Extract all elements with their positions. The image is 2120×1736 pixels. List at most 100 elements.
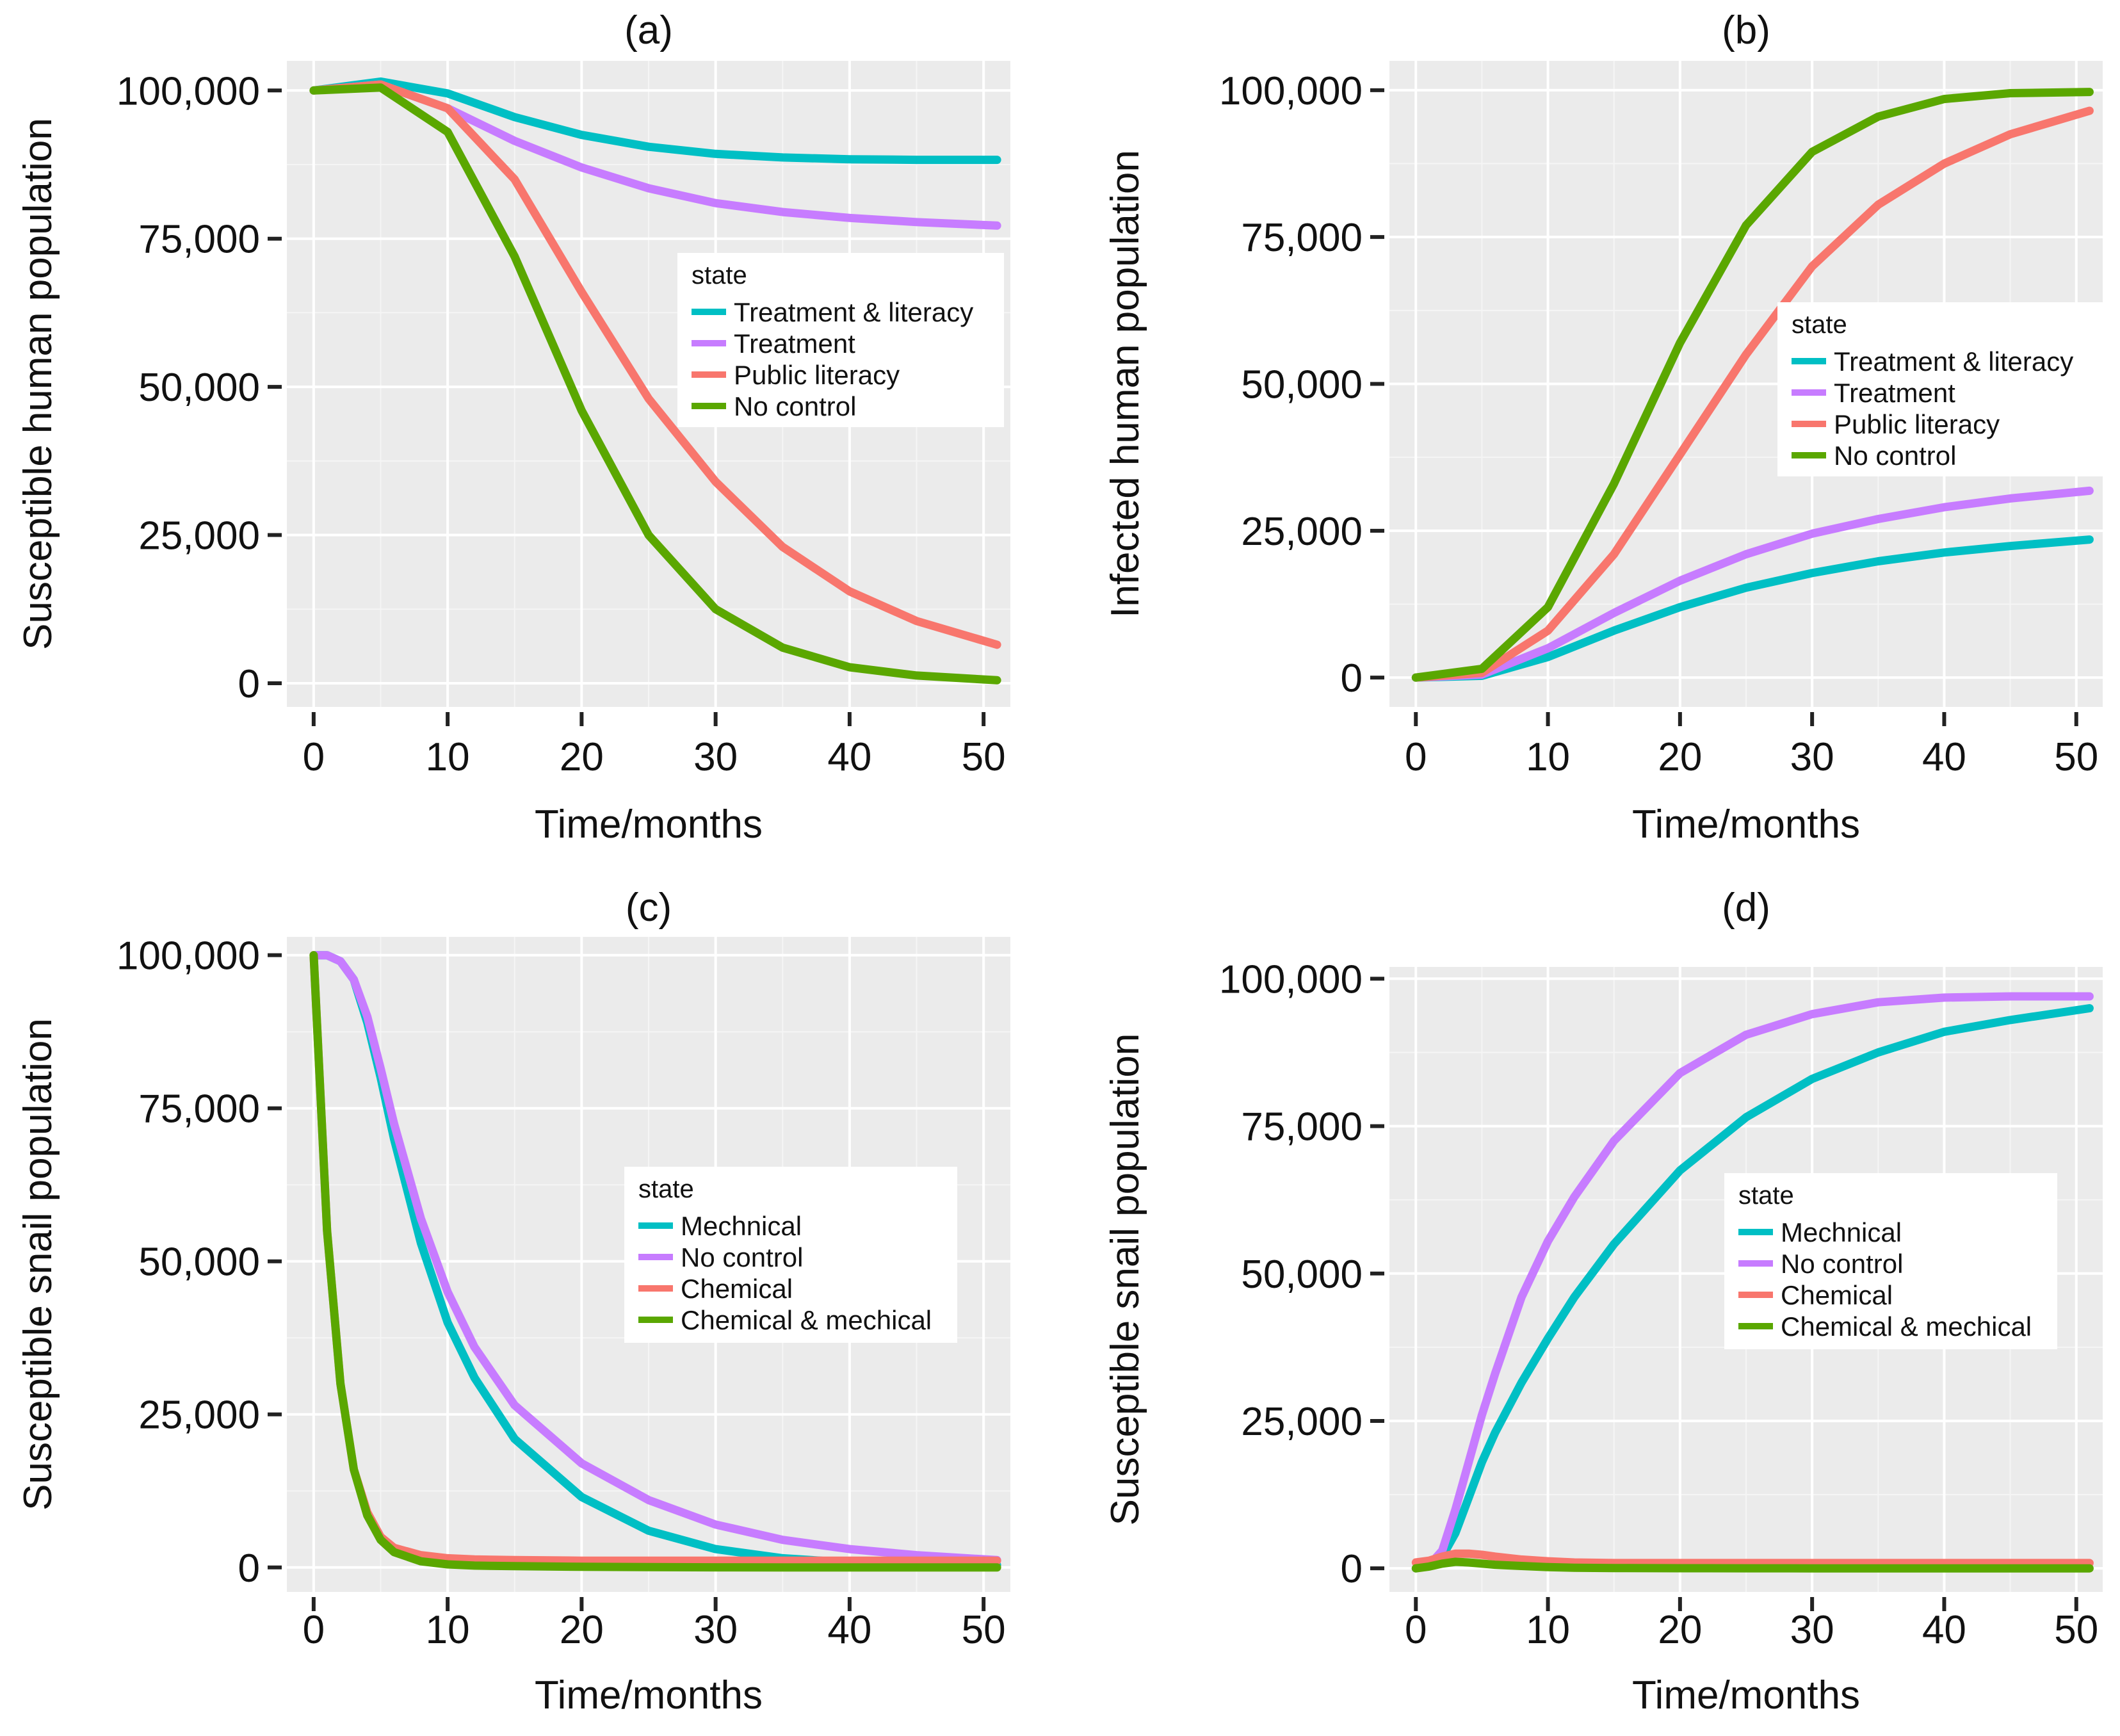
y-tick-label: 75,000 [1241, 216, 1363, 260]
series-line-no-control [1411, 992, 2094, 1573]
legend-item-label: No control [681, 1242, 803, 1272]
panel-title: (b) [1722, 8, 1770, 53]
x-tick-label: 30 [1790, 1608, 1834, 1652]
legend-item-label: No control [1834, 441, 1956, 471]
y-tick-label: 25,000 [138, 1393, 260, 1438]
series-line-chemical-mechical [1411, 1557, 2094, 1573]
y-tick-label: 75,000 [138, 1087, 260, 1132]
series-line-public-literacy [309, 80, 1001, 649]
y-tick-label: 0 [1341, 656, 1363, 701]
legend-item-label: Public literacy [1834, 409, 2000, 439]
x-axis-title: Time/months [535, 802, 763, 847]
y-tick-label: 0 [238, 1546, 260, 1591]
series-line-chemical [1411, 1549, 2094, 1568]
legend-box [1724, 1173, 2057, 1349]
x-tick-label: 30 [1790, 735, 1834, 779]
legend: state Treatment & literacyTreatmentPublic… [677, 253, 1004, 427]
y-axis-title: Susceptible snail population [16, 1018, 60, 1511]
x-tick-label: 20 [1658, 735, 1702, 779]
legend-item-label: Mechnical [1781, 1217, 1902, 1247]
legend-item-label: Chemical & mechical [1781, 1311, 2032, 1342]
legend-item-label: Treatment & literacy [1834, 346, 2073, 377]
legend-item-label: No control [1781, 1249, 1903, 1279]
series-line-treatment-literacy [1411, 535, 2094, 682]
y-tick-label: 50,000 [1241, 363, 1363, 407]
legend-title: state [1792, 311, 1847, 339]
y-axis-title: Susceptible human population [16, 118, 60, 650]
legend-box [624, 1167, 957, 1343]
legend-title: state [1738, 1181, 1794, 1210]
series-line-treatment-literacy [309, 77, 1001, 165]
legend-item-label: No control [734, 391, 856, 421]
series-line-no-control [309, 83, 1001, 685]
y-tick-label: 0 [1341, 1547, 1363, 1591]
y-tick-label: 25,000 [138, 514, 260, 558]
legend-item-label: Public literacy [734, 360, 900, 390]
x-tick-label: 20 [560, 1608, 604, 1652]
y-tick-label: 0 [238, 662, 260, 706]
y-tick-label: 25,000 [1241, 1400, 1363, 1444]
legend-item-label: Mechnical [681, 1211, 802, 1241]
x-tick-label: 50 [2054, 1608, 2098, 1652]
x-tick-label: 50 [2054, 735, 2098, 779]
x-tick-label: 20 [1658, 1608, 1702, 1652]
series-line-no-control [1411, 88, 2094, 682]
y-tick-label: 100,000 [117, 69, 260, 113]
x-tick-label: 10 [426, 1608, 470, 1652]
y-tick-label: 50,000 [1241, 1253, 1363, 1297]
legend-item-label: Treatment & literacy [734, 297, 973, 327]
x-tick-label: 50 [962, 1608, 1006, 1652]
y-axis-title: Infected human population [1103, 150, 1147, 618]
legend-item-label: Chemical & mechical [681, 1305, 932, 1335]
x-axis-title: Time/months [1632, 1673, 1860, 1717]
x-tick-label: 0 [303, 735, 325, 779]
legend-title: state [638, 1175, 694, 1203]
x-tick-label: 40 [1922, 1608, 1966, 1652]
legend-box [1777, 302, 2104, 476]
x-tick-label: 30 [693, 735, 738, 779]
x-tick-label: 0 [1405, 1608, 1427, 1652]
y-tick-label: 50,000 [138, 366, 260, 410]
y-tick-label: 100,000 [117, 934, 260, 978]
chart-panel-3: 0 10 20 30 40 50 0 25,000 50,000 75,000 100,000 (c)… [16, 886, 1010, 1717]
x-tick-label: 40 [1922, 735, 1966, 779]
y-tick-label: 75,000 [138, 218, 260, 262]
series-line-mechnical [1411, 1004, 2094, 1573]
y-tick-label: 100,000 [1219, 69, 1363, 113]
x-axis-title: Time/months [1632, 802, 1860, 847]
series-line-public-literacy [1411, 106, 2094, 682]
chart-panel-4: 0 10 20 30 40 50 0 25,000 50,000 75,000 100,000 (d)… [1103, 886, 2103, 1717]
x-tick-label: 10 [1526, 735, 1570, 779]
chart-panel-2: 0 10 20 30 40 50 0 25,000 50,000 75,000 100,000 (b)… [1103, 8, 2104, 847]
series-line-chemical-mechical [309, 951, 1001, 1572]
x-axis-title: Time/months [535, 1673, 763, 1717]
panel-title: (a) [624, 8, 673, 53]
legend-item-label: Chemical [1781, 1280, 1893, 1310]
legend-box [677, 253, 1004, 427]
x-tick-label: 50 [962, 735, 1006, 779]
series-line-no-control [309, 951, 1001, 1564]
chart-panel-1: 0 10 20 30 40 50 0 25,000 50,000 75,000 100,000 (a)… [16, 8, 1010, 847]
y-tick-label: 25,000 [1241, 510, 1363, 554]
x-tick-label: 0 [1405, 735, 1427, 779]
y-tick-label: 100,000 [1219, 957, 1363, 1002]
x-tick-label: 20 [560, 735, 604, 779]
legend: state Treatment & literacyTreatmentPublic… [1777, 302, 2104, 476]
legend-item-label: Chemical [681, 1274, 793, 1304]
y-tick-label: 75,000 [1241, 1105, 1363, 1149]
legend-item-label: Treatment [1834, 378, 1955, 408]
y-tick-label: 50,000 [138, 1240, 260, 1285]
x-tick-label: 40 [827, 735, 871, 779]
x-tick-label: 30 [693, 1608, 738, 1652]
x-tick-label: 10 [426, 735, 470, 779]
panel-title: (c) [626, 886, 672, 930]
y-axis-title: Susceptible snail population [1103, 1034, 1147, 1526]
x-tick-label: 40 [827, 1608, 871, 1652]
x-tick-label: 0 [303, 1608, 325, 1652]
series-line-treatment [1411, 486, 2094, 682]
legend-item-label: Treatment [734, 329, 855, 359]
x-tick-label: 10 [1526, 1608, 1570, 1652]
